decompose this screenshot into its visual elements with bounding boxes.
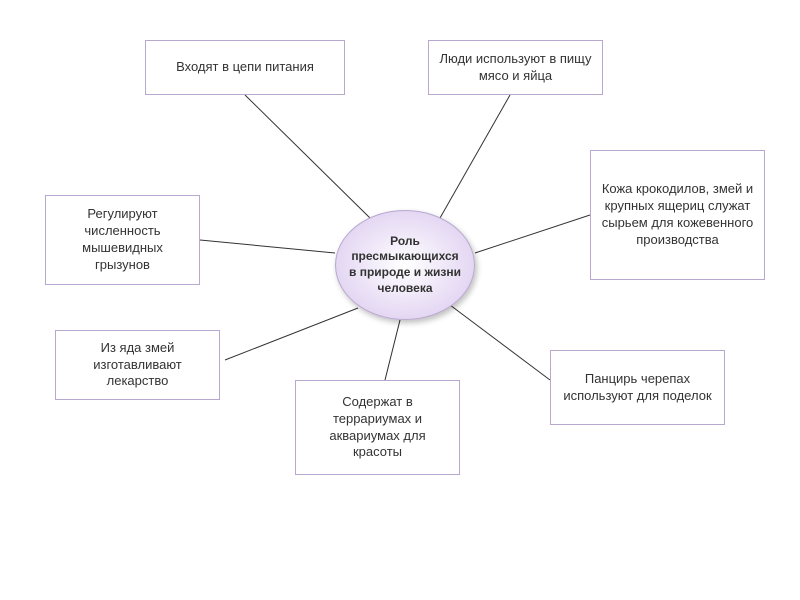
leaf-node: Кожа крокодилов, змей и крупных ящериц с…	[590, 150, 765, 280]
leaf-node-label: Из яда змей изготавливают лекарство	[66, 340, 209, 391]
center-node: Роль пресмыкающихся в природе и жизни че…	[335, 210, 475, 320]
connector-line	[450, 305, 550, 380]
leaf-node: Из яда змей изготавливают лекарство	[55, 330, 220, 400]
leaf-node: Содержат в террариумах и аквариумах для …	[295, 380, 460, 475]
leaf-node-label: Регулируют численность мышевидных грызун…	[56, 206, 189, 274]
leaf-node-label: Содержат в террариумах и аквариумах для …	[306, 394, 449, 462]
center-node-label: Роль пресмыкающихся в природе и жизни че…	[346, 234, 464, 296]
connector-line	[440, 95, 510, 218]
leaf-node: Люди используют в пищу мясо и яйца	[428, 40, 603, 95]
leaf-node: Входят в цепи питания	[145, 40, 345, 95]
leaf-node: Панцирь черепах используют для поделок	[550, 350, 725, 425]
leaf-node-label: Панцирь черепах используют для поделок	[561, 371, 714, 405]
connector-line	[385, 320, 400, 380]
connector-line	[475, 215, 590, 253]
connector-line	[200, 240, 335, 253]
connector-line	[245, 95, 370, 218]
leaf-node-label: Входят в цепи питания	[176, 59, 314, 76]
leaf-node: Регулируют численность мышевидных грызун…	[45, 195, 200, 285]
leaf-node-label: Люди используют в пищу мясо и яйца	[439, 51, 592, 85]
connector-line	[225, 308, 358, 360]
leaf-node-label: Кожа крокодилов, змей и крупных ящериц с…	[601, 181, 754, 249]
